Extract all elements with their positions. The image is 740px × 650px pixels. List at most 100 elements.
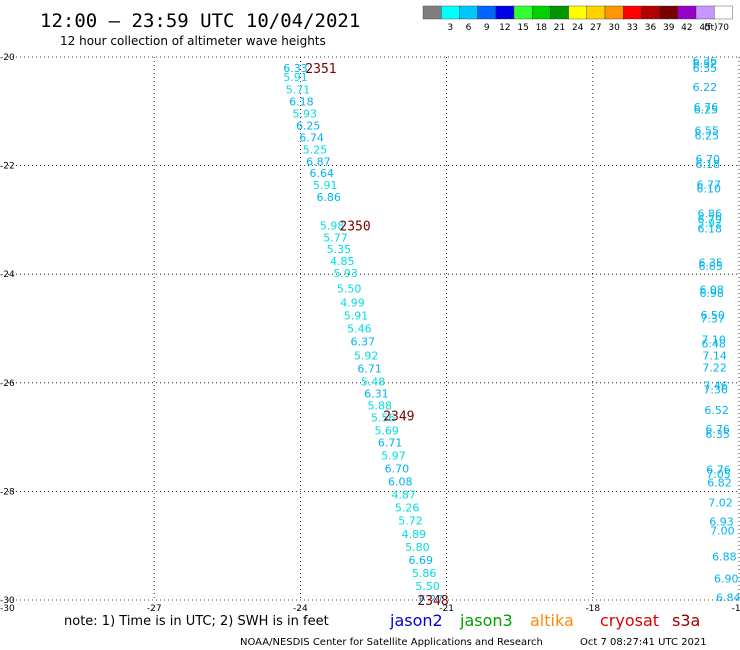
wave-height-label: 5.93 xyxy=(293,108,318,121)
wave-height-label: 5.80 xyxy=(405,541,430,554)
legend-bin-label: 9 xyxy=(484,23,490,33)
legend-swatch xyxy=(513,5,533,20)
wave-height-label: 6.86 xyxy=(698,207,723,220)
wave-height-label: 5.56 xyxy=(371,412,396,425)
wave-height-label: 5.25 xyxy=(303,143,328,156)
wave-height-label: 7.37 xyxy=(700,313,725,326)
legend-bin-label: 12 xyxy=(499,23,510,33)
wave-height-label: 6.98 xyxy=(699,287,724,300)
wave-height-label: 7.10 xyxy=(701,333,726,346)
wave-height-label: 6.35 xyxy=(705,428,730,441)
wave-height-label: 6.86 xyxy=(316,191,341,204)
y-tick-label: -22 xyxy=(0,162,15,172)
legend-swatch xyxy=(695,5,715,20)
chart-subtitle: 12 hour collection of altimeter wave hei… xyxy=(60,34,326,48)
y-tick-label: -20 xyxy=(0,53,15,63)
wave-height-label: 6.85 xyxy=(698,260,723,273)
wave-height-label: 7.36 xyxy=(703,383,728,396)
wave-height-label: 5.93 xyxy=(333,267,358,280)
wave-height-label: 6.87 xyxy=(306,155,331,168)
legend-bin-label: 33 xyxy=(627,23,638,33)
wave-height-label: 6.50 xyxy=(700,309,725,322)
wave-height-label: 7.00 xyxy=(710,525,735,538)
wave-height-label: 6.79 xyxy=(698,213,723,226)
wave-height-label: 4.85 xyxy=(330,255,355,268)
color-legend: 3 6 9 12 15 18 21 24 27 30 33 36 39 42 45 70 xyxy=(422,5,733,33)
legend-swatch xyxy=(441,5,460,20)
legend-unit-label: (ft) xyxy=(704,23,718,33)
wave-height-label: 6.55 xyxy=(695,124,720,137)
wave-height-label: 6.71 xyxy=(357,363,382,376)
legend-swatch xyxy=(623,5,642,20)
y-tick-label: -24 xyxy=(0,270,15,280)
wave-height-label: 6.93 xyxy=(709,515,734,528)
wave-height-label: 5.50 xyxy=(415,580,440,593)
wave-height-label: 7.05 xyxy=(706,468,731,481)
wave-height-label: 6.70 xyxy=(696,153,721,166)
wave-height-label: 6.18 xyxy=(289,96,314,109)
axis-tick-labels: -27 -24 -21 -18 -15 -22 -24 -26 -28 -30 -20 -30 xyxy=(0,53,740,614)
wave-height-label: 6.18 xyxy=(698,223,723,236)
satellite-name: jason2 xyxy=(389,611,443,630)
wave-height-label: 6.90 xyxy=(714,572,739,585)
wave-height-label: 6.36 xyxy=(693,54,718,67)
legend-bin-label: 27 xyxy=(590,23,601,33)
pass-number-label: 2350 xyxy=(339,219,370,234)
wave-height-label: 7.02 xyxy=(708,496,733,509)
pass-labels: 2351 2350 2349 2348 xyxy=(305,62,448,609)
wave-height-label: 6.22 xyxy=(693,81,718,94)
x-tick-label: -18 xyxy=(585,604,600,614)
wave-height-label: 6.08 xyxy=(699,283,724,296)
legend-bin-label: 39 xyxy=(663,23,675,33)
wave-height-label: 6.33 xyxy=(283,62,308,75)
legend-bin-label: 45 xyxy=(699,23,710,33)
wave-height-label: 7.14 xyxy=(702,350,727,363)
wave-height-label: 6.48 xyxy=(701,338,726,351)
legend-swatch xyxy=(586,5,606,20)
wave-height-label: 5.26 xyxy=(395,502,420,515)
wave-height-label: 6.76 xyxy=(694,101,719,114)
x-tick-label: -30 xyxy=(0,604,15,614)
legend-bin-label: 3 xyxy=(447,23,453,33)
legend-bin-label: 24 xyxy=(572,23,584,33)
footnote: note: 1) Time is in UTC; 2) SWH is in fe… xyxy=(64,614,329,629)
legend-swatch xyxy=(714,5,733,20)
legend-bin-label: 15 xyxy=(517,23,528,33)
wave-height-label: 6.52 xyxy=(693,58,718,71)
y-tick-label: -26 xyxy=(0,379,15,389)
grid-lines xyxy=(8,56,740,601)
wave-height-label: 5.88 xyxy=(368,400,393,413)
wave-height-label: 5.35 xyxy=(327,243,352,256)
wave-height-label: 5.71 xyxy=(286,84,311,97)
wave-height-label: 5.91 xyxy=(344,310,369,323)
wave-height-label: 5.77 xyxy=(323,231,348,244)
legend-bin-label: 42 xyxy=(681,23,692,33)
legend-bin-label: 36 xyxy=(645,23,657,33)
data-layer: 6.335.915.716.185.936.256.745.256.876.64… xyxy=(283,54,740,601)
satellite-name: s3a xyxy=(672,611,700,630)
wave-height-label: 6.35 xyxy=(693,62,718,75)
wave-height-label: 4.99 xyxy=(340,296,365,309)
x-tick-label: -24 xyxy=(293,604,308,614)
wave-height-label: 6.18 xyxy=(696,158,721,171)
satellite-legend: jason2 jason3 altika cryosat s3a xyxy=(389,611,700,630)
wave-height-label: 6.76 xyxy=(706,464,731,477)
satellite-name: altika xyxy=(530,611,574,630)
wave-height-label: 7.22 xyxy=(702,362,727,375)
wave-height-label: 5.97 xyxy=(381,450,406,463)
y-tick-label: -30 xyxy=(0,596,15,606)
wave-height-label: 6.74 xyxy=(299,131,324,144)
legend-swatch xyxy=(677,5,697,20)
wave-height-label: 6.37 xyxy=(351,336,376,349)
wave-height-label: 5.98 xyxy=(320,219,345,232)
wave-height-label: 4.87 xyxy=(391,489,416,502)
wave-height-label: 6.77 xyxy=(697,179,722,192)
legend-bin-label: 30 xyxy=(608,23,620,33)
wave-height-label: 6.25 xyxy=(694,104,719,117)
wave-height-label: 5.50 xyxy=(337,282,362,295)
wave-height-label: 6.31 xyxy=(364,388,389,401)
satellite-name: jason3 xyxy=(459,611,513,630)
wave-height-label: 6.76 xyxy=(705,423,730,436)
wave-height-label: 4.89 xyxy=(402,528,427,541)
x-tick-label: -15 xyxy=(732,604,740,614)
